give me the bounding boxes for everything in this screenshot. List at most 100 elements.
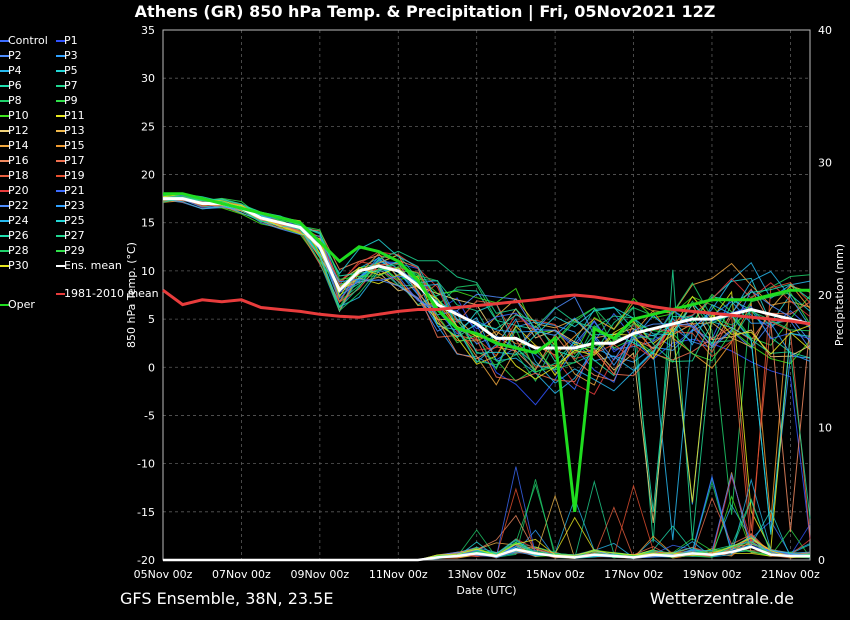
legend-label: P29	[64, 244, 85, 257]
legend-label: P25	[64, 214, 85, 227]
member-line-p7	[162, 195, 811, 543]
legend-label: P2	[8, 49, 22, 62]
legend-swatch	[56, 293, 65, 295]
precip-mean-line	[163, 545, 810, 562]
legend-label: P1	[64, 34, 78, 47]
x-tick-label: 11Nov 00z	[369, 568, 428, 581]
legend-label: P6	[8, 79, 22, 92]
y-tick-label: 15	[141, 217, 155, 230]
member-line-p22	[162, 196, 811, 361]
x-tick-label: 13Nov 00z	[447, 568, 506, 581]
x-tick-label: 17Nov 00z	[604, 568, 663, 581]
legend-label: Ens. mean	[64, 259, 122, 272]
member-line-p18	[162, 197, 811, 539]
legend-swatch	[56, 220, 65, 222]
legend-swatch	[0, 175, 9, 177]
legend-label: P7	[64, 79, 78, 92]
legend-swatch	[56, 205, 65, 207]
y2-tick-label: 30	[818, 157, 832, 170]
legend-label: P4	[8, 64, 22, 77]
series-line-1981-2010-mean	[162, 288, 811, 326]
y-tick-label: 10	[141, 265, 155, 278]
legend-label: P8	[8, 94, 22, 107]
legend-label: P19	[64, 169, 85, 182]
legend-swatch	[0, 250, 9, 252]
member-line-p11	[162, 196, 811, 552]
legend-label: P23	[64, 199, 85, 212]
legend-swatch	[0, 304, 9, 306]
member-line-p30	[162, 193, 811, 503]
legend-swatch	[0, 220, 9, 222]
legend-swatch	[0, 205, 9, 207]
y2-tick-label: 40	[818, 24, 832, 37]
x-tick-label: 09Nov 00z	[290, 568, 349, 581]
legend-label: P12	[8, 124, 29, 137]
legend-swatch	[56, 190, 65, 192]
legend-label: P11	[64, 109, 85, 122]
legend-swatch	[56, 145, 65, 147]
legend-label: P5	[64, 64, 78, 77]
legend-swatch	[0, 55, 9, 57]
y-tick-label: -10	[137, 458, 155, 471]
x-tick-label: 05Nov 00z	[134, 568, 193, 581]
legend-label: P30	[8, 259, 29, 272]
legend-label: P24	[8, 214, 29, 227]
legend-swatch	[56, 250, 65, 252]
series-line-oper	[163, 192, 810, 512]
x-tick-label: 19Nov 00z	[683, 568, 742, 581]
legend-swatch	[0, 265, 9, 267]
y2-tick-label: 0	[818, 554, 825, 567]
legend-swatch	[56, 70, 65, 72]
legend-label: P3	[64, 49, 78, 62]
legend-swatch	[56, 160, 65, 162]
legend-swatch	[56, 85, 65, 87]
legend-swatch	[56, 235, 65, 237]
x-axis-label: Date (UTC)	[456, 584, 516, 597]
legend-swatch	[0, 145, 9, 147]
legend-label: P28	[8, 244, 29, 257]
member-line-p14	[162, 199, 811, 386]
legend-label: P21	[64, 184, 85, 197]
legend-label: P15	[64, 139, 85, 152]
legend-swatch	[0, 85, 9, 87]
y2-tick-label: 20	[818, 289, 832, 302]
y-tick-label: 35	[141, 24, 155, 37]
legend-swatch	[56, 55, 65, 57]
x-tick-label: 15Nov 00z	[526, 568, 585, 581]
member-line-p4	[162, 195, 811, 541]
member-line-control	[162, 197, 811, 391]
legend-swatch	[0, 190, 9, 192]
legend-label: P13	[64, 124, 85, 137]
legend-swatch	[56, 100, 65, 102]
legend-swatch	[0, 235, 9, 237]
legend-swatch	[0, 115, 9, 117]
legend-label: Control	[8, 34, 48, 47]
member-line-p8	[162, 198, 811, 515]
plot-frame	[162, 29, 811, 561]
legend-swatch	[56, 40, 65, 42]
x-tick-label: 21Nov 00z	[761, 568, 820, 581]
y-tick-label: 0	[148, 361, 155, 374]
legend-label: Oper	[8, 298, 35, 311]
legend-label: P27	[64, 229, 85, 242]
legend-label: P16	[8, 154, 29, 167]
y-tick-label: -20	[137, 554, 155, 567]
legend-swatch	[56, 265, 65, 267]
chart-title: Athens (GR) 850 hPa Temp. & Precipitatio…	[134, 2, 716, 21]
x-tick-label: 07Nov 00z	[212, 568, 271, 581]
legend-swatch	[0, 100, 9, 102]
y-tick-label: 30	[141, 72, 155, 85]
legend-swatch	[0, 70, 9, 72]
legend-label: P17	[64, 154, 85, 167]
legend-label: P14	[8, 139, 29, 152]
legend-label: 1981-2010 mean	[64, 287, 159, 300]
y-tick-label: -5	[144, 409, 155, 422]
y-tick-label: 5	[148, 313, 155, 326]
y2-tick-label: 10	[818, 422, 832, 435]
legend-label: P10	[8, 109, 29, 122]
legend-swatch	[56, 175, 65, 177]
legend-swatch	[56, 130, 65, 132]
legend-swatch	[56, 115, 65, 117]
member-line-p20	[162, 198, 811, 395]
